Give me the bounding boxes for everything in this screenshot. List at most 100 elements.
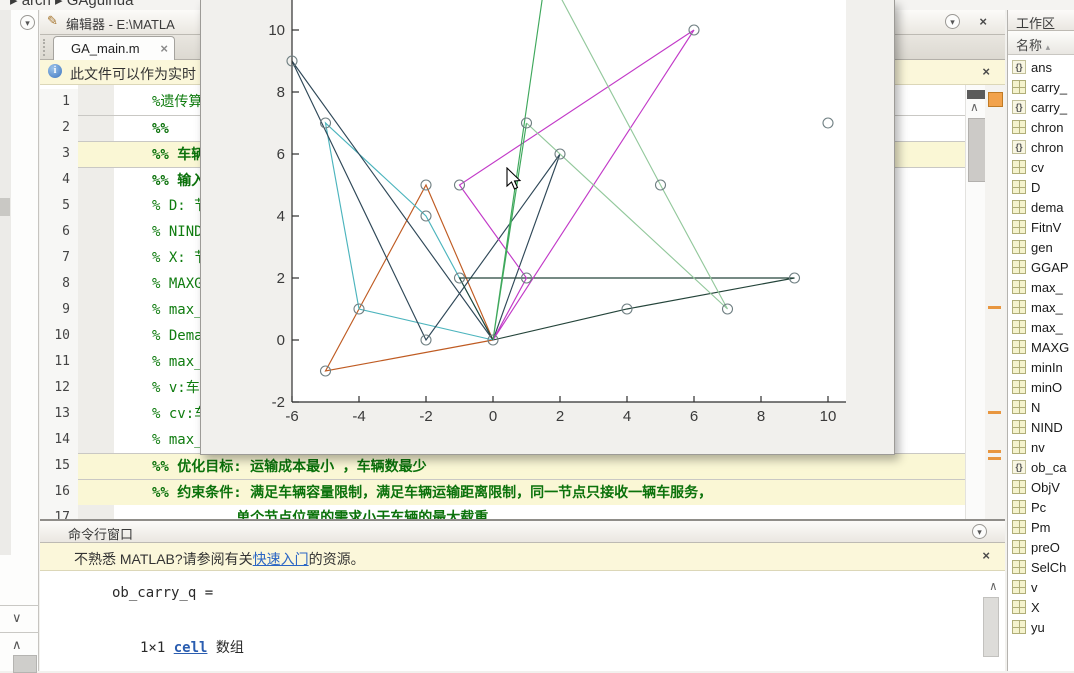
editor-close-icon[interactable]: × xyxy=(979,14,987,29)
code-line[interactable]: 15%% 优化目标: 运输成本最小 ，车辆数最少 xyxy=(40,453,965,479)
workspace-variable-row[interactable]: N xyxy=(1008,397,1074,417)
workspace-variable-row[interactable]: max_ xyxy=(1008,317,1074,337)
code-line[interactable]: 12% v:车辆运 xyxy=(40,375,965,401)
workspace-variable-row[interactable]: nv xyxy=(1008,437,1074,457)
workspace-variable-row[interactable]: MAXG xyxy=(1008,337,1074,357)
variable-name: carry_ xyxy=(1031,99,1068,115)
code-line[interactable]: 8% MAXGEN: xyxy=(40,271,965,297)
breadcrumb[interactable]: ▸ arch ▸ GAguihua xyxy=(10,0,134,9)
command-window-menu-icon[interactable]: ▾ xyxy=(972,524,987,539)
matrix-icon xyxy=(1012,240,1026,254)
route-node xyxy=(621,303,633,315)
svg-text:4: 4 xyxy=(623,408,631,425)
matrix-icon xyxy=(1012,180,1026,194)
cell-array-icon: {} xyxy=(1012,140,1026,154)
workspace-variable-row[interactable]: max_ xyxy=(1008,277,1074,297)
svg-text:8: 8 xyxy=(757,408,765,425)
workspace-variable-row[interactable]: carry_ xyxy=(1008,77,1074,97)
panel-menu-icon[interactable]: ▾ xyxy=(20,15,35,30)
workspace-variable-row[interactable]: {} chron xyxy=(1008,137,1074,157)
tab-grip[interactable] xyxy=(43,39,45,56)
scrollbar-thumb[interactable] xyxy=(968,118,986,182)
splitter-handle[interactable] xyxy=(0,198,10,216)
scroll-down-icon[interactable]: ∨ xyxy=(12,610,22,625)
code-text[interactable]: %% 优化目标: 运输成本最小 ，车辆数最少 xyxy=(78,453,965,479)
left-panel-strip xyxy=(0,10,11,555)
cell-array-icon: {} xyxy=(1012,100,1026,114)
matrix-icon xyxy=(1012,620,1026,634)
variable-name: MAXG xyxy=(1031,339,1070,355)
workspace-variable-row[interactable]: {} carry_ xyxy=(1008,97,1074,117)
matrix-icon xyxy=(1012,220,1026,234)
matrix-icon xyxy=(1012,380,1026,394)
line-number: 15 xyxy=(40,453,78,479)
tab-label[interactable]: GA_main.m xyxy=(71,41,140,56)
warning-marker-icon[interactable] xyxy=(988,411,1001,414)
workspace-variable-row[interactable]: FitnV xyxy=(1008,217,1074,237)
workspace-variable-row[interactable]: cv xyxy=(1008,157,1074,177)
workspace-variable-row[interactable]: max_ xyxy=(1008,297,1074,317)
tab-ga-main[interactable]: GA_main.m × xyxy=(53,36,175,60)
workspace-variable-row[interactable]: minO xyxy=(1008,377,1074,397)
workspace-variable-row[interactable]: X xyxy=(1008,597,1074,617)
code-line[interactable]: 6% NIND: xyxy=(40,219,965,245)
workspace-variable-row[interactable]: gen xyxy=(1008,237,1074,257)
cell-link[interactable]: cell xyxy=(173,640,208,656)
workspace-variable-row[interactable]: {} ob_ca xyxy=(1008,457,1074,477)
workspace-variable-row[interactable]: NIND xyxy=(1008,417,1074,437)
figure-window[interactable]: -6 -4 -2 0 2 4 6 8 10 -2 0 2 4 6 8 10 xyxy=(200,0,895,455)
route-magenta xyxy=(458,29,695,341)
left-collapsed-panel[interactable]: ▾ ∨ ∧ xyxy=(0,10,39,673)
workspace-variable-row[interactable]: {} ans xyxy=(1008,57,1074,77)
matrix-icon xyxy=(1012,500,1026,514)
workspace-variable-row[interactable]: Pc xyxy=(1008,497,1074,517)
message-indicator-icon[interactable] xyxy=(988,92,1003,107)
code-line[interactable]: 16%% 约束条件: 满足车辆容量限制，满足车辆运输距离限制，同一节点只接收一辆… xyxy=(40,479,965,505)
code-text[interactable]: %% 约束条件: 满足车辆容量限制，满足车辆运输距离限制，同一节点只接收一辆车服… xyxy=(78,479,965,505)
workspace-variable-row[interactable]: preO xyxy=(1008,537,1074,557)
matrix-icon xyxy=(1012,160,1026,174)
workspace-variable-row[interactable]: SelCh xyxy=(1008,557,1074,577)
scroll-up-icon[interactable]: ∧ xyxy=(970,100,979,114)
workspace-variable-row[interactable]: dema xyxy=(1008,197,1074,217)
route-node xyxy=(420,210,432,222)
scroll-up-icon[interactable]: ∧ xyxy=(989,579,997,593)
line-number: 2 xyxy=(40,115,78,141)
warning-marker-icon[interactable] xyxy=(988,306,1001,309)
scrollbar-thumb[interactable] xyxy=(983,597,999,657)
scrollbar-thumb[interactable] xyxy=(13,655,37,673)
workspace-variable-row[interactable]: GGAP xyxy=(1008,257,1074,277)
command-window-output[interactable]: ob_carry_q = 1×1 cell 数组 ∧ xyxy=(40,571,1005,671)
info-bar-close-icon[interactable]: × xyxy=(982,64,990,79)
workspace-variable-row[interactable]: D xyxy=(1008,177,1074,197)
warning-marker-icon[interactable] xyxy=(988,457,1001,460)
workspace-variable-row[interactable]: minIn xyxy=(1008,357,1074,377)
workspace-name-column-header[interactable]: 名称 ▴ xyxy=(1008,31,1074,55)
workspace-variable-row[interactable]: v xyxy=(1008,577,1074,597)
variable-name: nv xyxy=(1031,439,1045,455)
workspace-variable-row[interactable]: ObjV xyxy=(1008,477,1074,497)
line-number: 17 xyxy=(40,505,78,519)
line-number: 1 xyxy=(40,89,78,115)
line-number: 3 xyxy=(40,141,78,167)
tab-close-icon[interactable]: × xyxy=(160,41,168,56)
matrix-icon xyxy=(1012,520,1026,534)
workspace-variable-row[interactable]: Pm xyxy=(1008,517,1074,537)
quick-start-link[interactable]: 快速入门 xyxy=(252,551,309,567)
workspace-variable-row[interactable]: yu xyxy=(1008,617,1074,637)
route-node xyxy=(788,272,801,284)
workspace-variable-row[interactable]: chron xyxy=(1008,117,1074,137)
variable-name: D xyxy=(1031,179,1041,195)
notice-close-icon[interactable]: × xyxy=(982,548,990,563)
scroll-up-icon[interactable]: ∧ xyxy=(12,637,22,652)
notice-text: 不熟悉 MATLAB?请参阅有关快速入门的资源。 xyxy=(74,549,365,569)
svg-text:6: 6 xyxy=(277,146,285,163)
editor-scrollbar[interactable]: ∧ xyxy=(965,85,986,519)
matrix-icon xyxy=(1012,340,1026,354)
warning-marker-icon[interactable] xyxy=(988,450,1001,453)
line-number: 9 xyxy=(40,297,78,323)
editor-menu-icon[interactable]: ▾ xyxy=(945,14,960,29)
code-text[interactable]: 单个节点位置的需求小于车辆的最大载重 xyxy=(152,510,489,519)
matrix-icon xyxy=(1012,580,1026,594)
code-line[interactable]: 17 单个节点位置的需求小于车辆的最大载重 xyxy=(40,505,965,519)
